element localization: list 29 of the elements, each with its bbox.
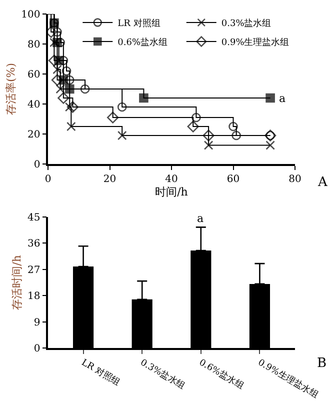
x-axis-title: 时间/h (155, 185, 188, 198)
y-tick-label: 20 (28, 130, 40, 140)
y-tick-label: 0 (34, 160, 40, 170)
x-tick-label: 0 (44, 174, 52, 185)
legend-label: 0.9%生理盐水组 (221, 37, 290, 48)
legend-label: LR 对照组 (118, 18, 160, 30)
y-tick-label: 36 (28, 238, 40, 250)
annotation: a (279, 92, 286, 105)
y-axis-title: 存活率(%) (4, 62, 18, 116)
y-tick-label: 40 (28, 100, 40, 110)
legend-label: 0.6%盐水组 (118, 37, 168, 48)
x-tick-label: LR 对照组 (80, 357, 122, 388)
y-tick-label: 18 (28, 291, 40, 302)
annotation: a (197, 212, 204, 225)
x-tick-label: 80 (288, 174, 302, 185)
x-tick-label: 60 (226, 174, 240, 185)
legend-label: 0.3%盐水组 (221, 18, 272, 30)
y-axis-title: 存活时间/h (10, 255, 24, 310)
y-tick-label: 27 (28, 264, 40, 276)
text: A (317, 175, 328, 190)
y-tick-label: 60 (28, 70, 40, 80)
y-tick-label: 45 (28, 212, 40, 224)
x-tick-label: 20 (103, 174, 116, 185)
y-tick-label: 9 (34, 317, 40, 328)
y-tick-label: 0 (34, 344, 40, 354)
x-tick-label: 40 (165, 174, 178, 185)
y-tick-label: 100 (21, 10, 40, 20)
y-tick-label: 80 (28, 40, 40, 50)
text: B (317, 356, 327, 371)
